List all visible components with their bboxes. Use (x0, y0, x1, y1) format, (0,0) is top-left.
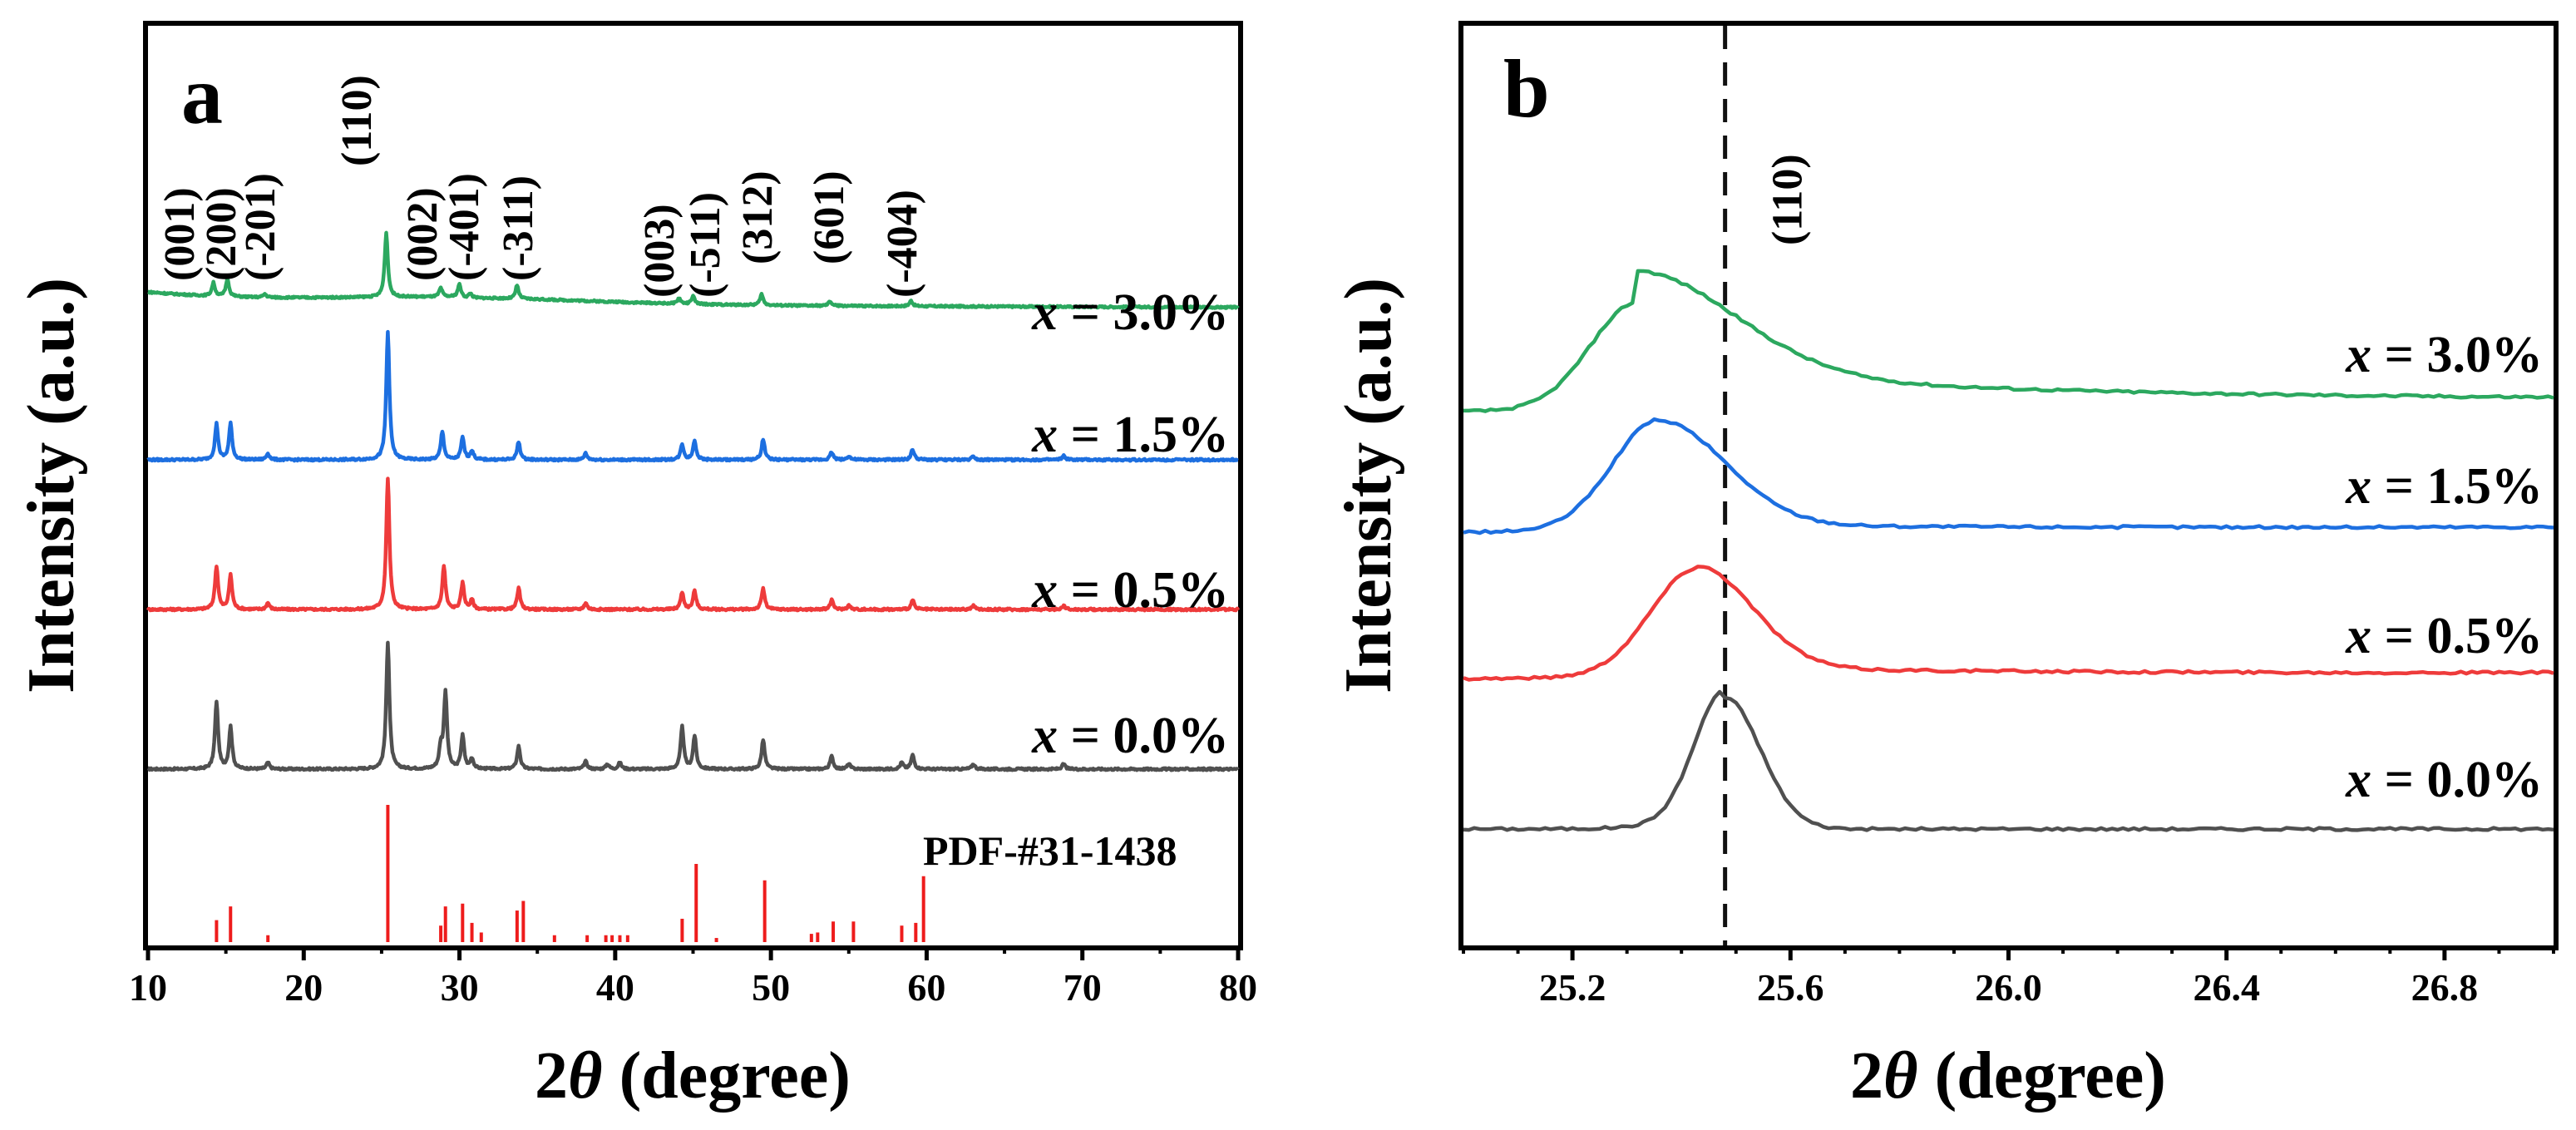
series-label-value: = 3.0% (2371, 327, 2543, 383)
hkl-label: (601) (806, 170, 853, 264)
panel-a-series-labels: x = 0.0%x = 0.5%x = 1.5%x = 3.0% (1031, 284, 1229, 764)
series-label: x = 1.5% (2345, 458, 2543, 515)
series-label: x = 3.0% (2345, 327, 2543, 383)
panel-b-chart: (110) 25.2 25.6 26.0 26.4 26.8 x = 0.0%x = 0… (1332, 21, 2559, 1113)
hkl-label: (-511) (682, 192, 729, 298)
panel-b-x-tick-label: 25.2 (1539, 966, 1606, 1009)
panel-a-y-axis-title: Intensity (a.u.) (15, 278, 88, 693)
panel-b-x-axis-title: 2θ (degree) (1850, 1039, 2166, 1113)
series-label: x = 0.0% (1031, 708, 1229, 764)
hkl-label: (-401) (441, 173, 488, 281)
panel-b-hkl-label: (110) (1764, 154, 1812, 245)
panel-a-reference-lines (215, 805, 925, 942)
panel-b-x-tick-label: 26.4 (2193, 966, 2260, 1009)
reference-pattern-label: PDF-#31-1438 (923, 827, 1177, 874)
series-label-value: = 0.0% (1058, 708, 1229, 764)
panel-a-traces (146, 230, 1241, 772)
panel-a-letter: a (181, 49, 223, 141)
hkl-label: (312) (734, 170, 782, 264)
panel-b-x-tick-label: 26.0 (1975, 966, 2042, 1009)
series-label: x = 0.5% (2345, 608, 2543, 664)
panel-b-series-labels: x = 0.0%x = 0.5%x = 1.5%x = 3.0% (2345, 327, 2543, 808)
series-label-var: x (1031, 708, 1058, 764)
panel-a-series-line (146, 230, 1240, 310)
hkl-label: (200) (198, 187, 245, 281)
series-label-value: = 0.0% (2371, 752, 2543, 808)
panel-a-series-line (146, 640, 1240, 772)
panel-a-x-tick-label: 20 (284, 966, 323, 1009)
panel-b-series-line (1463, 269, 2554, 413)
hkl-label: (001) (156, 187, 204, 281)
panel-b-x-tick-label: 26.8 (2411, 966, 2479, 1009)
series-label-var: x (2345, 327, 2371, 383)
series-label-value: = 1.5% (2371, 458, 2543, 515)
series-label-value: = 3.0% (1058, 284, 1229, 341)
panel-a-chart: 10 20 30 40 50 60 70 80 (001)(200)(-201)(110)(0… (15, 21, 1257, 1113)
series-label: x = 0.5% (1031, 562, 1229, 619)
panel-a-x-tick-label: 60 (907, 966, 945, 1009)
series-label-var: x (1031, 562, 1058, 619)
panel-a-x-tick-label: 10 (129, 966, 167, 1009)
series-label: x = 1.5% (1031, 407, 1229, 463)
panel-a-series-line (146, 329, 1240, 463)
hkl-label: (-404) (879, 190, 926, 298)
panel-a-series-line (146, 476, 1241, 613)
panel-a-x-tick-label: 80 (1219, 966, 1257, 1009)
hkl-label: (110) (333, 75, 381, 166)
series-label-var: x (2345, 458, 2371, 515)
panel-a-x-tick-label: 50 (752, 966, 790, 1009)
panel-b-y-axis-title: Intensity (a.u.) (1332, 278, 1405, 693)
panel-a-peak-labels: (001)(200)(-201) (110) (002)(-401) (-311) (0… (156, 75, 926, 298)
series-label-var: x (1031, 407, 1058, 463)
series-label: x = 0.0% (2345, 752, 2543, 808)
panel-b-x-tick-label: 25.6 (1757, 966, 1824, 1009)
hkl-label: (-201) (237, 173, 284, 281)
series-label-value: = 0.5% (2371, 608, 2543, 664)
panel-a-x-tick-label: 70 (1063, 966, 1102, 1009)
series-label-var: x (1031, 284, 1058, 341)
panel-b-letter: b (1503, 42, 1550, 135)
panel-a-x-ticks: 10 20 30 40 50 60 70 80 (129, 945, 1257, 1009)
panel-b-series-line (1463, 689, 2554, 832)
series-label-var: x (2345, 608, 2371, 664)
panel-a-x-axis-title: 2θ (degree) (535, 1039, 851, 1113)
hkl-label: (-311) (495, 175, 542, 281)
series-label: x = 3.0% (1031, 284, 1229, 341)
panel-a-frame (143, 21, 1243, 950)
hkl-label: (003) (636, 204, 683, 298)
panel-b-x-ticks: 25.2 25.6 26.0 26.4 26.8 (1462, 945, 2555, 1009)
panel-b-series-line (1463, 565, 2554, 682)
panel-b-traces (1463, 269, 2554, 832)
panel-b-series-line (1463, 417, 2554, 535)
panel-a-x-tick-label: 30 (441, 966, 479, 1009)
series-label-value: = 1.5% (1058, 407, 1229, 463)
series-label-var: x (2345, 752, 2371, 808)
hkl-label: (002) (399, 187, 447, 281)
series-label-value: = 0.5% (1058, 562, 1229, 619)
panel-a-x-tick-label: 40 (596, 966, 634, 1009)
